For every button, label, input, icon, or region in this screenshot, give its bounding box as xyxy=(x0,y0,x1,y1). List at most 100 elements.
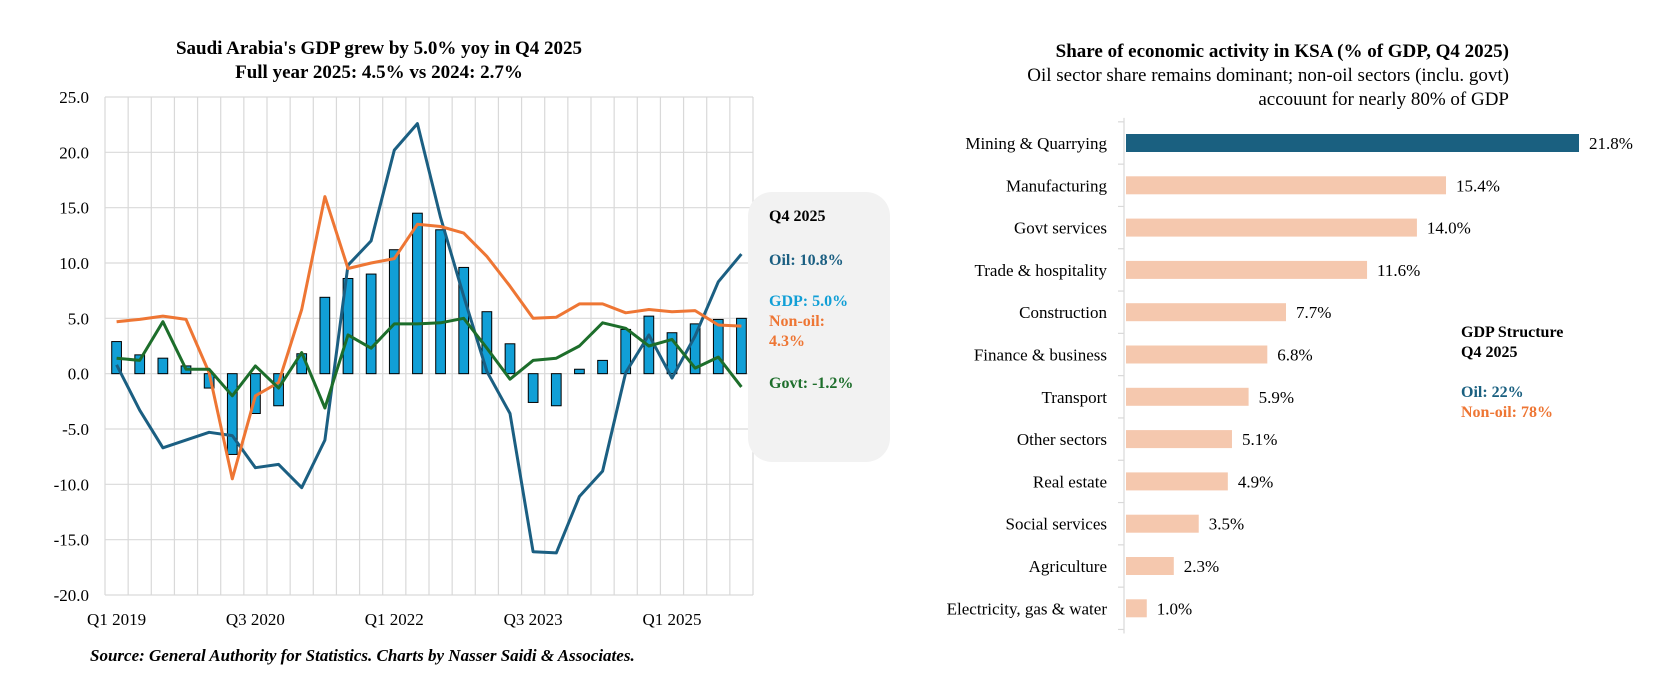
govt-line xyxy=(116,316,743,410)
callout-govt: Govt: -1.2% xyxy=(769,375,853,392)
structure-heading-line2: Q4 2025 xyxy=(1461,344,1517,361)
sector-bar xyxy=(1126,472,1228,491)
sector-bar xyxy=(1126,514,1199,533)
value-label: 21.8% xyxy=(1589,134,1633,153)
gdp-structure-chart: Share of economic activity in KSA (% of … xyxy=(947,41,1633,634)
x-tick-label: Q3 2020 xyxy=(226,610,285,629)
category-label: Mining & Quarrying xyxy=(965,134,1107,153)
gdp-bar xyxy=(134,354,146,375)
y-tick-label: 10.0 xyxy=(59,254,89,273)
gdp-bar xyxy=(226,373,238,455)
gdp-bar xyxy=(412,212,423,375)
value-label: 6.8% xyxy=(1277,346,1312,365)
category-label: Manufacturing xyxy=(1006,176,1108,195)
callout-nonoil-value: 4.3% xyxy=(769,333,805,350)
value-label: 5.1% xyxy=(1242,430,1277,449)
gdp-growth-chart: Saudi Arabia's GDP grew by 5.0% yoy in Q… xyxy=(54,38,890,665)
value-label: 3.5% xyxy=(1209,515,1244,534)
sector-bars: Mining & Quarrying 21.8% Manufacturing 15.4… xyxy=(947,134,1633,618)
oil-line xyxy=(115,122,743,555)
gdp-bar xyxy=(388,249,400,375)
sector-bar xyxy=(1126,557,1174,575)
sector-bar xyxy=(1126,387,1249,406)
category-label: Social services xyxy=(1006,515,1108,534)
structure-oil: Oil: 22% xyxy=(1461,384,1524,401)
category-label: Agriculture xyxy=(1029,557,1107,576)
gdp-bar xyxy=(712,318,724,375)
y-tick-label: 0.0 xyxy=(68,365,89,384)
y-tick-label: -5.0 xyxy=(62,420,89,439)
gdp-bar xyxy=(574,368,585,375)
x-tick-label: Q1 2019 xyxy=(87,610,146,629)
q4-2025-callout: Q4 2025 Oil: 10.8% GDP: 5.0% Non-oil: 4.… xyxy=(748,192,890,462)
category-label: Trade & hospitality xyxy=(974,261,1107,280)
gdp-bar xyxy=(550,373,562,407)
sector-bar xyxy=(1126,260,1368,279)
gdp-bar xyxy=(597,359,608,375)
gdp-bar xyxy=(319,296,331,375)
sector-bar xyxy=(1126,303,1287,322)
value-label: 7.7% xyxy=(1296,303,1331,322)
value-label: 14.0% xyxy=(1427,219,1471,238)
left-chart-title: Saudi Arabia's GDP grew by 5.0% yoy in Q… xyxy=(176,38,582,59)
category-label: Other sectors xyxy=(1017,430,1107,449)
value-label: 4.9% xyxy=(1238,472,1273,491)
gdp-bar xyxy=(157,357,169,375)
x-tick-label: Q1 2022 xyxy=(365,610,424,629)
value-label: 15.4% xyxy=(1456,176,1500,195)
callout-oil: Oil: 10.8% xyxy=(769,252,844,269)
callout-heading: Q4 2025 xyxy=(769,208,825,225)
right-category-axis xyxy=(1118,117,1125,634)
gdp-bar xyxy=(666,332,678,375)
y-tick-label: -20.0 xyxy=(54,586,89,605)
structure-heading-line1: GDP Structure xyxy=(1461,324,1563,341)
callout-gdp: GDP: 5.0% xyxy=(769,293,848,310)
sector-bar xyxy=(1126,134,1580,152)
category-label: Govt services xyxy=(1014,219,1107,238)
y-tick-label: 20.0 xyxy=(59,143,89,162)
value-label: 11.6% xyxy=(1377,261,1420,280)
y-tick-label: -10.0 xyxy=(54,475,89,494)
x-tick-label: Q3 2023 xyxy=(504,610,563,629)
left-x-axis: Q1 2019 Q3 2020 Q1 2022 Q3 2023 Q1 2025 xyxy=(87,610,701,629)
gdp-bar xyxy=(342,277,354,375)
gdp-bar xyxy=(504,343,516,375)
y-tick-label: 5.0 xyxy=(68,309,89,328)
sector-bar xyxy=(1126,345,1268,364)
left-y-axis: 25.0 20.0 15.0 10.0 5.0 0.0 -5.0 -10.0 -15.0 -20.… xyxy=(54,88,89,605)
sector-bar xyxy=(1126,176,1447,195)
category-label: Construction xyxy=(1019,303,1107,322)
right-chart-subtitle-line1: Oil sector share remains dominant; non-o… xyxy=(1027,65,1509,86)
structure-nonoil: Non-oil: 78% xyxy=(1461,404,1553,421)
y-tick-label: -15.0 xyxy=(54,531,89,550)
gdp-structure-note: GDP Structure Q4 2025 Oil: 22% Non-oil: … xyxy=(1461,324,1563,421)
sector-bar xyxy=(1126,430,1232,449)
category-label: Finance & business xyxy=(974,346,1107,365)
y-tick-label: 25.0 xyxy=(59,88,89,107)
right-chart-title: Share of economic activity in KSA (% of … xyxy=(1056,41,1509,62)
gdp-bar xyxy=(435,229,446,375)
sector-bar xyxy=(1126,599,1147,618)
x-tick-label: Q1 2025 xyxy=(642,610,701,629)
category-label: Electricity, gas & water xyxy=(947,599,1108,618)
gdp-bar xyxy=(365,273,377,375)
gdp-bar xyxy=(273,373,284,407)
sector-bar xyxy=(1126,218,1417,237)
value-label: 5.9% xyxy=(1259,388,1294,407)
callout-nonoil-label: Non-oil: xyxy=(769,313,825,330)
value-label: 1.0% xyxy=(1157,599,1192,618)
gdp-bar xyxy=(736,317,747,375)
gdp-bar xyxy=(527,373,539,403)
category-label: Real estate xyxy=(1033,472,1107,491)
value-label: 2.3% xyxy=(1184,557,1219,576)
category-label: Transport xyxy=(1042,388,1108,407)
left-chart-subtitle: Full year 2025: 4.5% vs 2024: 2.7% xyxy=(235,62,523,83)
sector-lines xyxy=(115,122,743,555)
gdp-bar xyxy=(689,323,701,375)
non-oil-line xyxy=(116,195,742,481)
right-chart-subtitle-line2: accouunt for nearly 80% of GDP xyxy=(1258,89,1509,110)
y-tick-label: 15.0 xyxy=(59,199,89,218)
source-note: Source: General Authority for Statistics… xyxy=(90,646,635,665)
callout-box xyxy=(748,192,890,462)
